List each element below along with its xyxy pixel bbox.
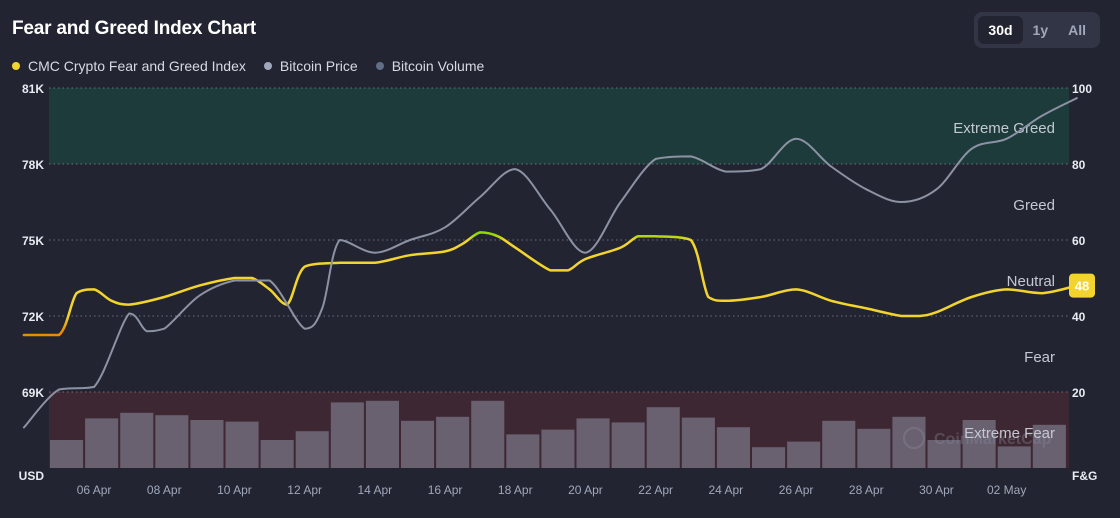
volume-bar bbox=[927, 440, 961, 468]
left-axis-label: USD bbox=[19, 469, 45, 483]
left-axis-tick: 78K bbox=[22, 158, 44, 172]
x-axis-tick: 14 Apr bbox=[357, 483, 392, 497]
legend-label-bitcoin-volume: Bitcoin Volume bbox=[391, 58, 485, 74]
volume-bar bbox=[50, 440, 84, 468]
legend-dot-bitcoin-price bbox=[263, 62, 272, 70]
x-axis-tick: 08 Apr bbox=[147, 483, 182, 497]
volume-bar bbox=[155, 415, 189, 468]
chart-legend: CMC Crypto Fear and Greed Index Bitcoin … bbox=[12, 58, 484, 74]
x-axis-tick: 22 Apr bbox=[638, 483, 673, 497]
right-axis-tick: 100 bbox=[1072, 82, 1092, 96]
volume-bar bbox=[330, 402, 364, 468]
right-axis-tick: 80 bbox=[1072, 158, 1086, 172]
legend-item-bitcoin-price[interactable]: Bitcoin Price bbox=[263, 58, 358, 74]
bitcoin-price-line bbox=[22, 97, 1078, 429]
volume-bar bbox=[85, 418, 119, 468]
left-axis-tick: 72K bbox=[22, 310, 44, 324]
legend-dot-fear-greed bbox=[12, 62, 20, 70]
volume-bar bbox=[295, 431, 329, 468]
zone-label-extreme-greed: Extreme Greed bbox=[953, 120, 1055, 137]
volume-bar bbox=[190, 420, 224, 468]
x-axis-tick: 06 Apr bbox=[77, 483, 112, 497]
x-axis-tick: 10 Apr bbox=[217, 483, 252, 497]
volume-bar bbox=[997, 446, 1031, 468]
right-axis-tick: 20 bbox=[1072, 386, 1086, 400]
volume-bar bbox=[857, 428, 891, 468]
legend-label-bitcoin-price: Bitcoin Price bbox=[279, 58, 358, 74]
left-axis-tick: 81K bbox=[22, 82, 44, 96]
zone-label-greed: Greed bbox=[1013, 197, 1055, 214]
page-title: Fear and Greed Index Chart bbox=[12, 18, 256, 39]
volume-bar bbox=[962, 420, 996, 468]
x-axis-tick: 20 Apr bbox=[568, 483, 603, 497]
legend-label-fear-greed: CMC Crypto Fear and Greed Index bbox=[28, 58, 246, 74]
zone-label-extreme-fear: Extreme Fear bbox=[964, 425, 1055, 442]
volume-bar bbox=[506, 434, 540, 468]
volume-bar bbox=[1032, 424, 1066, 468]
volume-bar bbox=[822, 420, 856, 468]
volume-bar bbox=[225, 421, 259, 468]
volume-bar bbox=[611, 422, 645, 468]
volume-bar bbox=[120, 412, 154, 468]
x-axis-tick: 28 Apr bbox=[849, 483, 884, 497]
volume-bar bbox=[541, 429, 575, 468]
range-tab-1y[interactable]: 1y bbox=[1032, 22, 1049, 38]
volume-bar bbox=[401, 420, 435, 468]
legend-dot-bitcoin-volume bbox=[375, 62, 384, 70]
volume-bar bbox=[752, 447, 786, 468]
zone-label-neutral: Neutral bbox=[1007, 273, 1055, 290]
right-axis-tick: 60 bbox=[1072, 234, 1086, 248]
range-selector: 30d 1y All bbox=[974, 12, 1100, 48]
fear-greed-line bbox=[22, 231, 1079, 337]
current-value-badge bbox=[1069, 273, 1095, 298]
left-axis-tick: 69K bbox=[22, 386, 44, 400]
volume-bar bbox=[892, 416, 926, 468]
left-axis-tick: 75K bbox=[22, 234, 44, 248]
coinmarketcap-logo-icon bbox=[902, 426, 926, 450]
zone-label-fear: Fear bbox=[1024, 349, 1055, 366]
x-axis-tick: 18 Apr bbox=[498, 483, 533, 497]
x-axis-tick: 12 Apr bbox=[287, 483, 322, 497]
legend-item-bitcoin-volume[interactable]: Bitcoin Volume bbox=[375, 58, 485, 74]
x-axis-tick: 02 May bbox=[987, 483, 1026, 497]
right-axis-tick: 40 bbox=[1072, 310, 1086, 324]
volume-bar bbox=[436, 416, 470, 468]
current-value-text: 48 bbox=[1075, 279, 1089, 294]
x-axis-tick: 16 Apr bbox=[428, 483, 463, 497]
extreme-greed-band bbox=[49, 88, 1069, 164]
legend-item-fear-greed[interactable]: CMC Crypto Fear and Greed Index bbox=[12, 58, 246, 74]
volume-bar bbox=[576, 418, 610, 468]
right-axis-label: F&G bbox=[1072, 469, 1097, 483]
volume-bar bbox=[787, 441, 821, 468]
watermark-text: CoinMarketCap bbox=[934, 431, 1052, 448]
x-axis-tick: 24 Apr bbox=[708, 483, 743, 497]
range-tab-all[interactable]: All bbox=[1068, 22, 1086, 38]
volume-bar bbox=[646, 407, 680, 468]
volume-bar bbox=[471, 400, 505, 468]
volume-bar bbox=[681, 417, 715, 468]
volume-bar bbox=[365, 400, 399, 468]
x-axis-tick: 30 Apr bbox=[919, 483, 954, 497]
volume-bar bbox=[260, 440, 294, 468]
volume-bar bbox=[716, 427, 750, 468]
x-axis-tick: 26 Apr bbox=[779, 483, 814, 497]
range-tab-30d[interactable]: 30d bbox=[978, 16, 1023, 44]
